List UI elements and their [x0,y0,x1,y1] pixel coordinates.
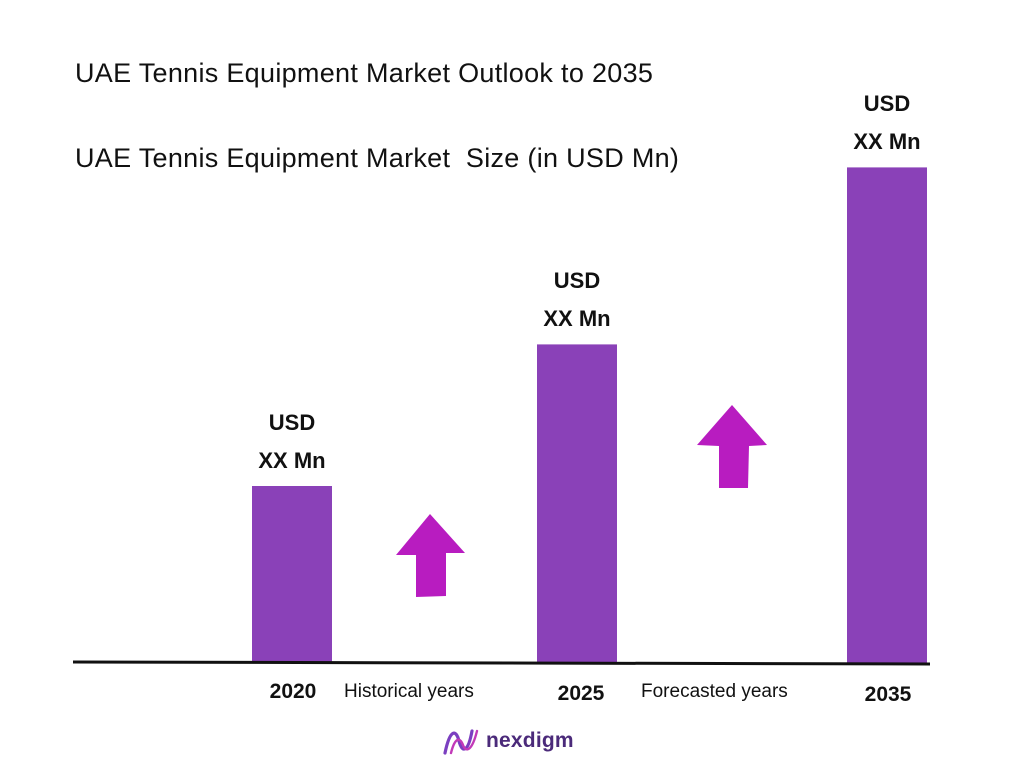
tick-label-2035: 2035 [864,683,912,706]
data-label-line2: XX Mn [543,306,611,332]
period-label-historical: Historical years [344,681,474,702]
data-label-line1: USD [553,268,601,294]
growth-arrow-icon [396,514,465,597]
tick-label-2020: 2020 [269,680,317,703]
logo-text: nexdigm [486,729,574,752]
chart-title: UAE Tennis Equipment Market Outlook to 2… [75,58,654,88]
bar-2035 [847,167,927,663]
bar-2020 [252,486,332,663]
tick-label-2025: 2025 [557,682,605,705]
bar-2025 [537,344,617,663]
period-label-forecasted: Forecasted years [641,681,788,702]
x-axis-line [72,660,931,666]
data-label-line2: XX Mn [258,448,326,473]
nexdigm-wave-icon [443,729,479,755]
data-label-2020: USD XX Mn [212,404,372,480]
data-label-2025: USD XX Mn [497,262,657,338]
data-label-2035: USD XX Mn [807,85,967,161]
data-label-line1: USD [268,410,316,435]
growth-arrow-icon [697,405,767,488]
data-label-line2: XX Mn [853,129,921,155]
chart-subtitle: UAE Tennis Equipment Market Size (in USD… [75,143,680,173]
nexdigm-logo: nexdigm [442,724,574,758]
data-label-line1: USD [863,91,911,117]
